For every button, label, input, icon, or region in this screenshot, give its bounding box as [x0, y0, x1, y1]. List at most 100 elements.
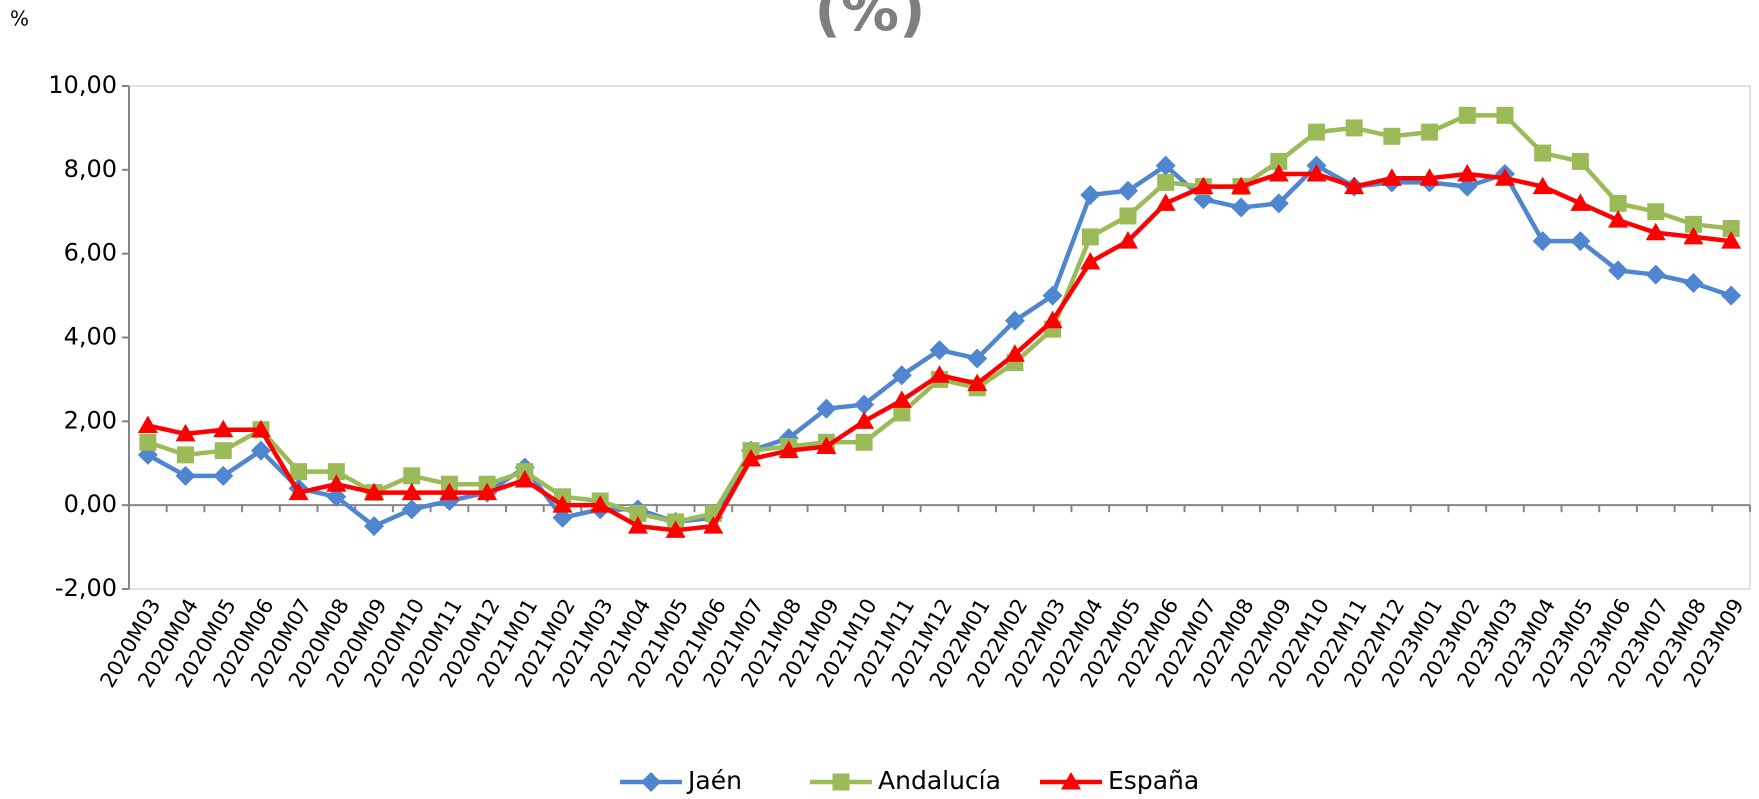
marker	[1534, 144, 1552, 162]
marker	[967, 373, 988, 392]
marker	[929, 365, 950, 383]
marker	[1683, 226, 1704, 245]
marker	[1645, 264, 1666, 285]
marker	[816, 398, 837, 419]
marker	[665, 520, 686, 538]
marker	[1117, 180, 1138, 201]
marker	[1457, 164, 1478, 182]
marker	[967, 348, 988, 369]
marker	[1496, 106, 1514, 124]
marker	[1231, 197, 1252, 218]
marker	[1345, 119, 1363, 137]
y-tick-label: 4,00	[64, 323, 117, 351]
y-tick-label: 10,00	[48, 71, 117, 99]
marker	[1421, 123, 1439, 141]
marker	[1307, 123, 1325, 141]
marker	[401, 499, 422, 520]
marker	[891, 365, 912, 386]
marker	[1608, 210, 1629, 228]
marker	[327, 463, 345, 481]
marker	[1193, 176, 1214, 195]
marker	[1081, 228, 1099, 246]
legend-label: Andalucía	[878, 766, 1001, 795]
marker	[1457, 176, 1478, 197]
marker	[741, 449, 762, 467]
marker	[1117, 231, 1138, 249]
marker	[514, 470, 535, 488]
y-tick-label: 6,00	[64, 239, 117, 267]
marker	[1231, 176, 1252, 195]
marker	[213, 419, 234, 438]
marker	[627, 516, 648, 534]
marker	[1532, 176, 1553, 195]
marker	[477, 482, 498, 501]
marker	[1042, 285, 1063, 306]
marker	[401, 482, 422, 501]
marker	[1157, 173, 1175, 191]
marker	[1042, 310, 1063, 329]
marker	[891, 390, 912, 408]
marker	[1383, 127, 1401, 145]
marker	[929, 340, 950, 361]
marker	[855, 433, 873, 451]
marker	[1419, 168, 1440, 186]
marker	[403, 467, 421, 485]
y-axis-unit: %	[10, 7, 29, 31]
marker	[214, 442, 232, 460]
y-tick-label: 8,00	[64, 155, 117, 183]
marker	[1344, 176, 1365, 195]
marker	[854, 411, 875, 429]
marker	[1080, 184, 1101, 205]
y-tick-label: -2,00	[55, 574, 117, 602]
marker	[1004, 310, 1025, 331]
marker	[1683, 273, 1704, 294]
marker	[1608, 260, 1629, 281]
marker	[641, 772, 661, 792]
marker	[1494, 168, 1515, 186]
marker	[1306, 164, 1327, 182]
marker	[832, 773, 850, 791]
marker	[213, 465, 234, 486]
marker	[250, 419, 271, 438]
y-tick-label: 0,00	[64, 490, 117, 518]
marker	[1532, 231, 1553, 252]
marker	[1119, 207, 1137, 225]
marker	[1721, 231, 1742, 249]
marker	[1458, 106, 1476, 124]
marker	[139, 433, 157, 451]
marker	[250, 440, 271, 461]
marker	[1571, 152, 1589, 170]
marker	[1570, 231, 1591, 252]
marker	[1645, 222, 1666, 241]
marker	[326, 486, 347, 507]
marker	[1609, 194, 1627, 212]
marker	[137, 415, 158, 434]
marker	[1647, 203, 1665, 221]
series	[137, 155, 1742, 537]
plot-frame	[128, 85, 1751, 590]
marker	[288, 482, 309, 501]
marker	[364, 516, 385, 537]
marker	[590, 495, 611, 513]
marker	[552, 507, 573, 528]
series	[137, 164, 1742, 538]
marker	[1381, 168, 1402, 186]
marker	[439, 482, 460, 501]
marker	[1268, 164, 1289, 182]
marker	[816, 436, 837, 454]
marker	[1061, 772, 1081, 790]
marker	[177, 446, 195, 464]
marker	[1721, 285, 1742, 306]
marker	[1268, 193, 1289, 214]
marker	[364, 482, 385, 501]
marker	[629, 505, 647, 523]
marker	[290, 463, 308, 481]
marker	[175, 465, 196, 486]
marker	[1080, 252, 1101, 270]
marker	[1722, 220, 1740, 238]
marker	[552, 495, 573, 513]
marker	[893, 404, 911, 422]
y-tick-label: 2,00	[64, 406, 117, 434]
